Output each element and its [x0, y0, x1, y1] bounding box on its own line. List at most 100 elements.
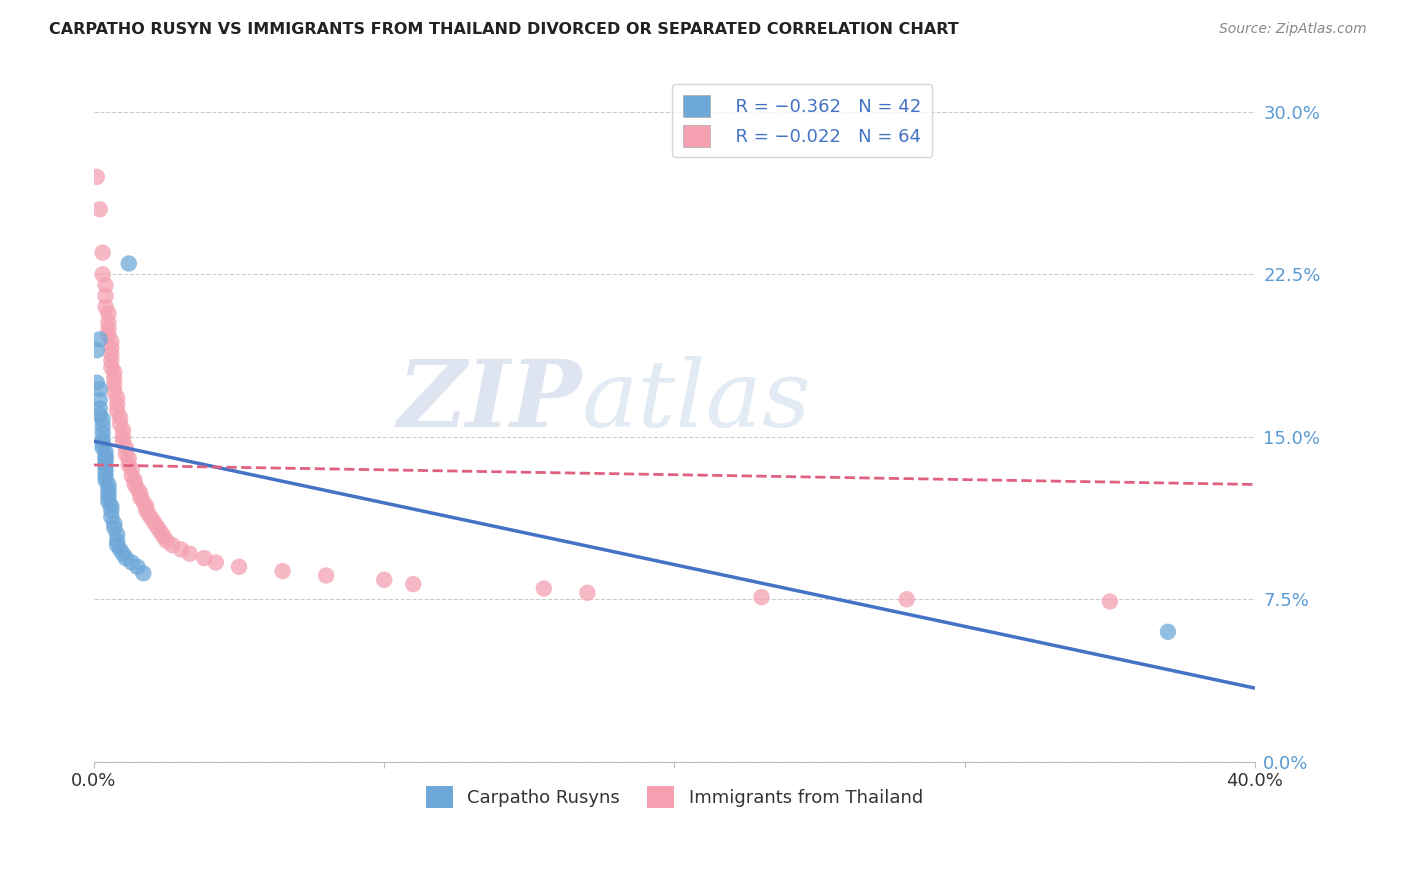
Point	[89, 202, 111, 217]
Point	[315, 568, 337, 582]
Point	[105, 391, 128, 405]
Point	[103, 384, 125, 399]
Point	[118, 451, 141, 466]
Point	[271, 564, 294, 578]
Point	[89, 408, 111, 422]
Point	[129, 491, 152, 505]
Point	[103, 516, 125, 531]
Point	[118, 458, 141, 472]
Point	[146, 521, 169, 535]
Point	[129, 486, 152, 500]
Point	[118, 256, 141, 270]
Point	[97, 495, 120, 509]
Point	[89, 332, 111, 346]
Point	[121, 556, 143, 570]
Point	[1157, 624, 1180, 639]
Point	[100, 499, 122, 513]
Point	[105, 533, 128, 548]
Point	[94, 450, 117, 464]
Point	[111, 547, 134, 561]
Point	[143, 516, 166, 531]
Point	[100, 360, 122, 375]
Point	[91, 412, 114, 426]
Point	[97, 315, 120, 329]
Text: Source: ZipAtlas.com: Source: ZipAtlas.com	[1219, 22, 1367, 37]
Point	[576, 586, 599, 600]
Point	[105, 527, 128, 541]
Point	[94, 300, 117, 314]
Point	[124, 477, 146, 491]
Point	[115, 447, 138, 461]
Point	[89, 392, 111, 407]
Point	[228, 559, 250, 574]
Point	[91, 425, 114, 440]
Point	[124, 473, 146, 487]
Point	[91, 432, 114, 446]
Point	[111, 430, 134, 444]
Point	[170, 542, 193, 557]
Point	[94, 465, 117, 479]
Point	[105, 538, 128, 552]
Point	[108, 417, 131, 431]
Point	[127, 482, 149, 496]
Point	[149, 525, 172, 540]
Point	[193, 551, 215, 566]
Point	[205, 556, 228, 570]
Point	[111, 434, 134, 449]
Point	[533, 582, 555, 596]
Point	[94, 278, 117, 293]
Point	[127, 559, 149, 574]
Point	[94, 289, 117, 303]
Point	[89, 401, 111, 416]
Point	[100, 334, 122, 349]
Point	[94, 451, 117, 466]
Text: atlas: atlas	[582, 356, 811, 446]
Point	[97, 491, 120, 505]
Point	[97, 486, 120, 500]
Point	[105, 404, 128, 418]
Point	[91, 441, 114, 455]
Point	[138, 508, 160, 522]
Point	[373, 573, 395, 587]
Point	[100, 347, 122, 361]
Point	[91, 436, 114, 450]
Point	[115, 551, 138, 566]
Point	[105, 397, 128, 411]
Point	[86, 343, 108, 358]
Point	[132, 495, 155, 509]
Text: CARPATHO RUSYN VS IMMIGRANTS FROM THAILAND DIVORCED OR SEPARATED CORRELATION CHA: CARPATHO RUSYN VS IMMIGRANTS FROM THAILA…	[49, 22, 959, 37]
Point	[402, 577, 425, 591]
Point	[155, 533, 177, 548]
Point	[103, 371, 125, 385]
Point	[152, 529, 174, 543]
Point	[141, 512, 163, 526]
Point	[100, 341, 122, 355]
Point	[108, 542, 131, 557]
Point	[896, 592, 918, 607]
Point	[91, 419, 114, 434]
Point	[94, 473, 117, 487]
Point	[97, 306, 120, 320]
Point	[1098, 594, 1121, 608]
Point	[100, 503, 122, 517]
Point	[111, 423, 134, 437]
Point	[97, 328, 120, 343]
Point	[97, 321, 120, 335]
Point	[86, 376, 108, 390]
Point	[89, 382, 111, 396]
Point	[179, 547, 201, 561]
Point	[100, 510, 122, 524]
Point	[121, 462, 143, 476]
Point	[108, 410, 131, 425]
Point	[162, 538, 184, 552]
Point	[103, 521, 125, 535]
Point	[751, 590, 773, 604]
Point	[94, 468, 117, 483]
Point	[97, 482, 120, 496]
Point	[132, 566, 155, 581]
Point	[135, 499, 157, 513]
Point	[91, 268, 114, 282]
Point	[97, 477, 120, 491]
Point	[94, 445, 117, 459]
Point	[115, 441, 138, 455]
